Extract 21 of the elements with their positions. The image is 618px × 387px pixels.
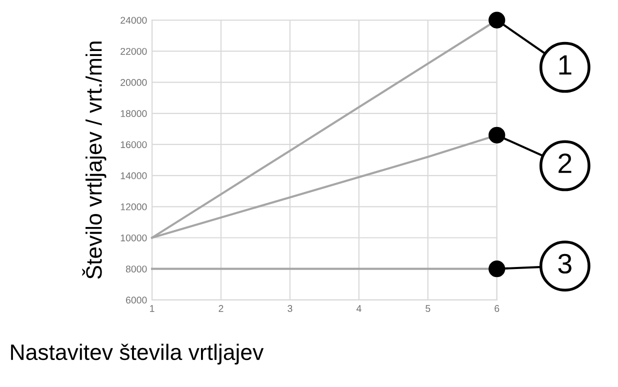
x-axis-title: Nastavitev števila vrtljajev	[11, 344, 264, 364]
y-tick-label: 20000	[120, 79, 147, 86]
y-tick-label: 14000	[120, 172, 147, 180]
y-tick-label: 6000	[126, 296, 147, 304]
y-axis-title: Število vrtljajev / vrt./min	[82, 42, 106, 279]
y-tick-label: 22000	[120, 48, 147, 55]
y-tick-label: 8000	[126, 266, 147, 272]
x-tick-label: 2	[218, 305, 224, 312]
x-tick-label: 1	[150, 305, 154, 312]
y-tick-label: 10000	[120, 234, 147, 242]
x-tick-label: 5	[426, 305, 430, 312]
legend-label: 3	[558, 254, 572, 274]
y-tick-label: 18000	[120, 110, 147, 118]
x-tick-label: 3	[288, 305, 292, 312]
x-tick-label: 6	[494, 305, 500, 312]
text: 1	[559, 55, 572, 75]
x-tick-label: 4	[356, 305, 362, 312]
y-tick-label: 16000	[120, 141, 147, 148]
legend-label: 2	[558, 153, 572, 173]
y-tick-label: 12000	[120, 203, 147, 210]
y-tick-label: 24000	[120, 16, 147, 24]
